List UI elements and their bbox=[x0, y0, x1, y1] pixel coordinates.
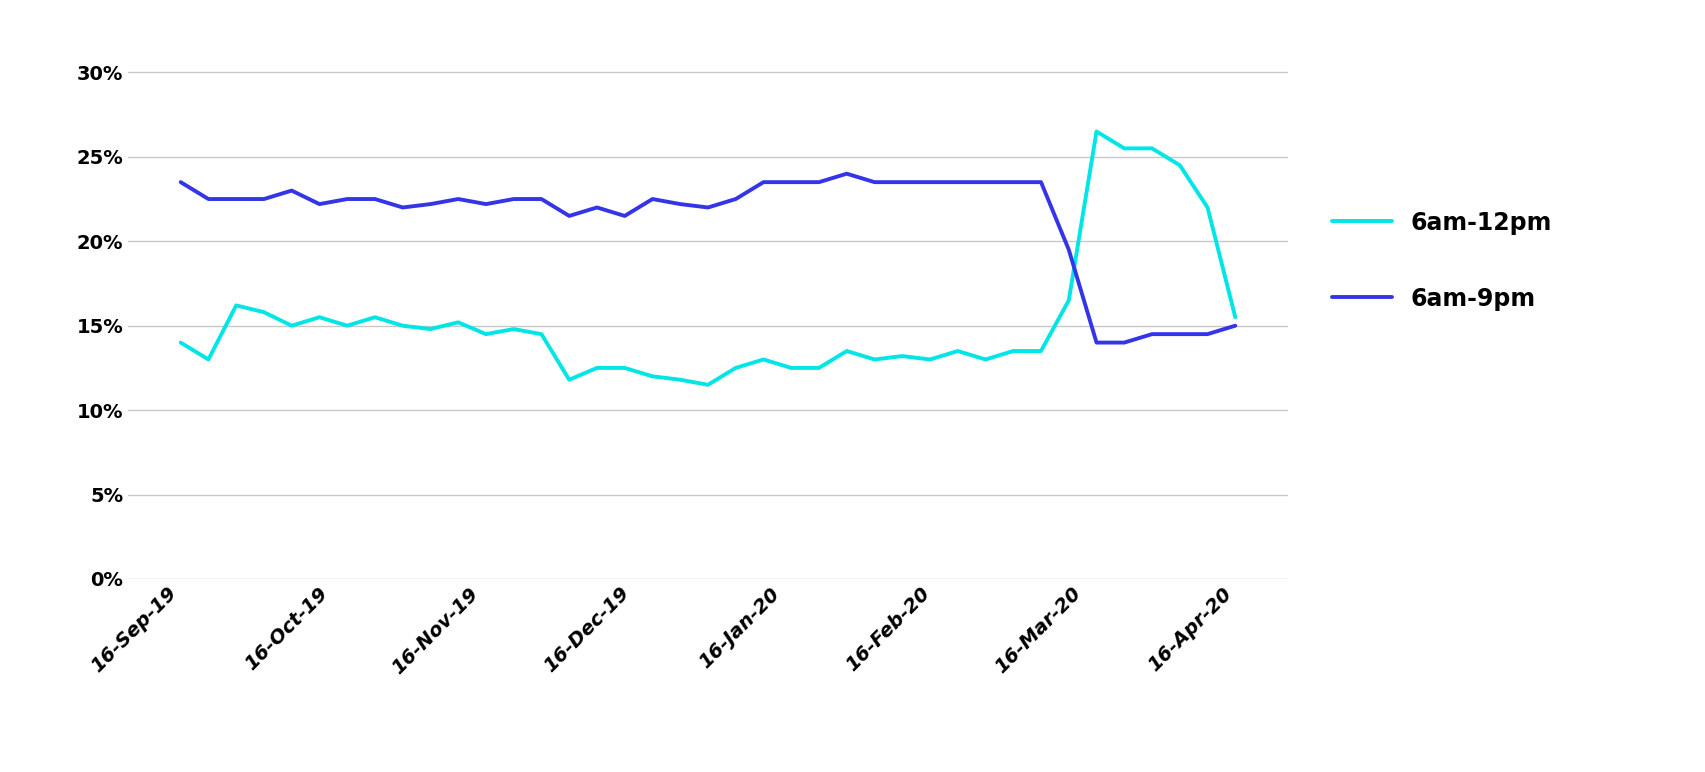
6am-12pm bbox=[808, 364, 829, 373]
6am-12pm bbox=[170, 338, 191, 347]
6am-12pm bbox=[1113, 144, 1134, 153]
6am-9pm bbox=[559, 212, 580, 221]
6am-9pm bbox=[864, 178, 885, 187]
6am-12pm bbox=[614, 364, 634, 373]
6am-9pm bbox=[1113, 338, 1134, 347]
6am-9pm bbox=[919, 178, 939, 187]
6am-12pm bbox=[1170, 161, 1190, 170]
6am-9pm bbox=[697, 203, 718, 212]
6am-9pm bbox=[254, 195, 275, 204]
6am-9pm bbox=[503, 195, 523, 204]
6am-9pm bbox=[530, 195, 551, 204]
6am-9pm bbox=[835, 169, 856, 178]
6am-9pm bbox=[808, 178, 829, 187]
6am-12pm bbox=[225, 301, 246, 310]
6am-12pm bbox=[670, 375, 691, 384]
6am-9pm bbox=[281, 186, 302, 195]
6am-12pm bbox=[587, 364, 607, 373]
6am-12pm bbox=[892, 351, 912, 361]
6am-9pm bbox=[946, 178, 967, 187]
6am-12pm bbox=[198, 355, 218, 364]
6am-12pm bbox=[338, 321, 358, 330]
6am-9pm bbox=[1003, 178, 1023, 187]
6am-9pm bbox=[641, 195, 662, 204]
6am-12pm bbox=[697, 380, 718, 389]
6am-12pm bbox=[1141, 144, 1161, 153]
6am-12pm bbox=[559, 375, 580, 384]
6am-12pm bbox=[781, 364, 801, 373]
Legend: 6am-12pm, 6am-9pm: 6am-12pm, 6am-9pm bbox=[1323, 201, 1560, 320]
6am-9pm bbox=[476, 199, 496, 208]
Line: 6am-12pm: 6am-12pm bbox=[181, 131, 1234, 384]
6am-12pm bbox=[835, 347, 856, 356]
6am-12pm bbox=[1197, 203, 1217, 212]
6am-9pm bbox=[1030, 178, 1050, 187]
6am-9pm bbox=[365, 195, 385, 204]
6am-9pm bbox=[670, 199, 691, 208]
6am-12pm bbox=[530, 330, 551, 339]
6am-12pm bbox=[725, 364, 745, 373]
6am-12pm bbox=[641, 372, 662, 381]
6am-9pm bbox=[1086, 338, 1107, 347]
6am-12pm bbox=[1030, 347, 1050, 356]
Line: 6am-9pm: 6am-9pm bbox=[181, 174, 1234, 343]
6am-9pm bbox=[725, 195, 745, 204]
6am-9pm bbox=[198, 195, 218, 204]
6am-9pm bbox=[170, 178, 191, 187]
6am-12pm bbox=[1086, 127, 1107, 136]
6am-12pm bbox=[754, 355, 774, 364]
6am-9pm bbox=[419, 199, 440, 208]
6am-9pm bbox=[225, 195, 246, 204]
6am-9pm bbox=[892, 178, 912, 187]
6am-9pm bbox=[975, 178, 996, 187]
6am-12pm bbox=[1224, 313, 1245, 322]
6am-12pm bbox=[419, 324, 440, 334]
6am-9pm bbox=[1224, 321, 1245, 330]
6am-12pm bbox=[476, 330, 496, 339]
6am-9pm bbox=[781, 178, 801, 187]
6am-12pm bbox=[448, 318, 469, 327]
6am-12pm bbox=[975, 355, 996, 364]
6am-9pm bbox=[1057, 245, 1078, 254]
6am-12pm bbox=[503, 324, 523, 334]
6am-12pm bbox=[254, 307, 275, 317]
6am-9pm bbox=[1141, 330, 1161, 339]
6am-12pm bbox=[946, 347, 967, 356]
6am-9pm bbox=[309, 199, 329, 208]
6am-12pm bbox=[1003, 347, 1023, 356]
6am-12pm bbox=[1057, 296, 1078, 305]
6am-9pm bbox=[1170, 330, 1190, 339]
6am-9pm bbox=[1197, 330, 1217, 339]
6am-9pm bbox=[338, 195, 358, 204]
6am-9pm bbox=[392, 203, 413, 212]
6am-12pm bbox=[365, 313, 385, 322]
6am-12pm bbox=[864, 355, 885, 364]
6am-9pm bbox=[587, 203, 607, 212]
6am-12pm bbox=[309, 313, 329, 322]
6am-12pm bbox=[919, 355, 939, 364]
6am-9pm bbox=[448, 195, 469, 204]
6am-9pm bbox=[614, 212, 634, 221]
6am-12pm bbox=[281, 321, 302, 330]
6am-9pm bbox=[754, 178, 774, 187]
6am-12pm bbox=[392, 321, 413, 330]
